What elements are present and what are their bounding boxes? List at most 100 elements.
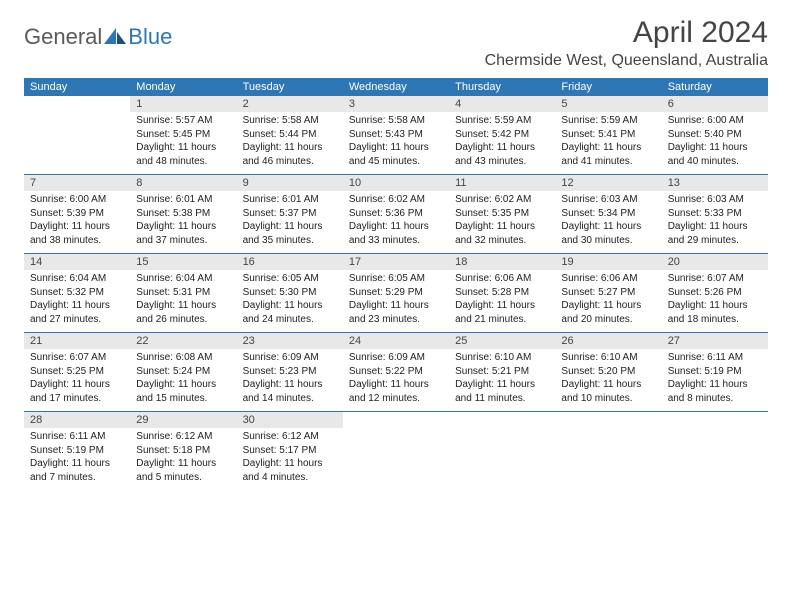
daylight-line: Daylight: 11 hours and 4 minutes. xyxy=(243,457,337,484)
day-number: 30 xyxy=(237,412,343,428)
sunrise-line: Sunrise: 6:10 AM xyxy=(455,351,549,365)
day-number: 13 xyxy=(662,175,768,191)
day-cell xyxy=(555,412,661,491)
dayhead-wednesday: Wednesday xyxy=(343,78,449,96)
day-content: Sunrise: 6:06 AMSunset: 5:28 PMDaylight:… xyxy=(449,270,555,332)
week-row: 14Sunrise: 6:04 AMSunset: 5:32 PMDayligh… xyxy=(24,254,768,333)
week-row: 1Sunrise: 5:57 AMSunset: 5:45 PMDaylight… xyxy=(24,96,768,175)
day-cell: 6Sunrise: 6:00 AMSunset: 5:40 PMDaylight… xyxy=(662,96,768,175)
sunrise-line: Sunrise: 6:02 AM xyxy=(455,193,549,207)
sunrise-line: Sunrise: 6:02 AM xyxy=(349,193,443,207)
logo-text-2: Blue xyxy=(128,24,172,50)
daylight-line: Daylight: 11 hours and 7 minutes. xyxy=(30,457,124,484)
day-cell xyxy=(662,412,768,491)
sunrise-line: Sunrise: 6:04 AM xyxy=(136,272,230,286)
day-cell xyxy=(24,96,130,175)
day-cell: 5Sunrise: 5:59 AMSunset: 5:41 PMDaylight… xyxy=(555,96,661,175)
calendar-page: General Blue April 2024 Chermside West, … xyxy=(0,0,792,506)
day-cell: 21Sunrise: 6:07 AMSunset: 5:25 PMDayligh… xyxy=(24,333,130,412)
day-content: Sunrise: 5:58 AMSunset: 5:43 PMDaylight:… xyxy=(343,112,449,174)
daylight-line: Daylight: 11 hours and 27 minutes. xyxy=(30,299,124,326)
day-number: 4 xyxy=(449,96,555,112)
sunset-line: Sunset: 5:28 PM xyxy=(455,286,549,300)
day-number: 26 xyxy=(555,333,661,349)
day-content: Sunrise: 6:10 AMSunset: 5:21 PMDaylight:… xyxy=(449,349,555,411)
day-cell: 17Sunrise: 6:05 AMSunset: 5:29 PMDayligh… xyxy=(343,254,449,333)
daylight-line: Daylight: 11 hours and 10 minutes. xyxy=(561,378,655,405)
sunset-line: Sunset: 5:26 PM xyxy=(668,286,762,300)
sunset-line: Sunset: 5:19 PM xyxy=(668,365,762,379)
day-cell: 26 Sunrise: 6:10 AMSunset: 5:20 PMDayligh… xyxy=(555,333,661,412)
sunrise-line: Sunrise: 6:03 AM xyxy=(668,193,762,207)
sunset-line: Sunset: 5:39 PM xyxy=(30,207,124,221)
day-cell: 7Sunrise: 6:00 AMSunset: 5:39 PMDaylight… xyxy=(24,175,130,254)
day-content: Sunrise: 6:04 AMSunset: 5:32 PMDaylight:… xyxy=(24,270,130,332)
day-content: Sunrise: 6:01 AMSunset: 5:38 PMDaylight:… xyxy=(130,191,236,253)
calendar-body: 1Sunrise: 5:57 AMSunset: 5:45 PMDaylight… xyxy=(24,96,768,490)
day-content: Sunrise: 6:02 AMSunset: 5:35 PMDaylight:… xyxy=(449,191,555,253)
dayhead-thursday: Thursday xyxy=(449,78,555,96)
sunrise-line: Sunrise: 6:07 AM xyxy=(30,351,124,365)
sunset-line: Sunset: 5:44 PM xyxy=(243,128,337,142)
daylight-line: Daylight: 11 hours and 18 minutes. xyxy=(668,299,762,326)
day-cell: 24Sunrise: 6:09 AMSunset: 5:22 PMDayligh… xyxy=(343,333,449,412)
logo: General Blue xyxy=(24,24,172,50)
day-cell: 9Sunrise: 6:01 AMSunset: 5:37 PMDaylight… xyxy=(237,175,343,254)
day-number: 10 xyxy=(343,175,449,191)
day-number: 11 xyxy=(449,175,555,191)
sunset-line: Sunset: 5:31 PM xyxy=(136,286,230,300)
sunset-line: Sunset: 5:20 PM xyxy=(561,365,655,379)
day-content: Sunrise: 6:08 AMSunset: 5:24 PMDaylight:… xyxy=(130,349,236,411)
day-number: 12 xyxy=(555,175,661,191)
sunset-line: Sunset: 5:42 PM xyxy=(455,128,549,142)
daylight-line: Daylight: 11 hours and 40 minutes. xyxy=(668,141,762,168)
sunrise-line: Sunrise: 6:12 AM xyxy=(243,430,337,444)
day-number: 3 xyxy=(343,96,449,112)
sunrise-line: Sunrise: 6:10 AM xyxy=(561,351,655,365)
daylight-line: Daylight: 11 hours and 46 minutes. xyxy=(243,141,337,168)
day-content: Sunrise: 6:00 AMSunset: 5:40 PMDaylight:… xyxy=(662,112,768,174)
daylight-line: Daylight: 11 hours and 48 minutes. xyxy=(136,141,230,168)
day-number: 8 xyxy=(130,175,236,191)
sunset-line: Sunset: 5:30 PM xyxy=(243,286,337,300)
sunrise-line: Sunrise: 6:05 AM xyxy=(349,272,443,286)
title-block: April 2024 Chermside West, Queensland, A… xyxy=(485,16,768,70)
sunset-line: Sunset: 5:23 PM xyxy=(243,365,337,379)
daylight-line: Daylight: 11 hours and 15 minutes. xyxy=(136,378,230,405)
sunrise-line: Sunrise: 6:04 AM xyxy=(30,272,124,286)
sunset-line: Sunset: 5:38 PM xyxy=(136,207,230,221)
day-cell: 28Sunrise: 6:11 AMSunset: 5:19 PMDayligh… xyxy=(24,412,130,491)
sunset-line: Sunset: 5:32 PM xyxy=(30,286,124,300)
day-content: Sunrise: 6:04 AMSunset: 5:31 PMDaylight:… xyxy=(130,270,236,332)
day-number: 14 xyxy=(24,254,130,270)
day-cell: 23Sunrise: 6:09 AMSunset: 5:23 PMDayligh… xyxy=(237,333,343,412)
day-content: Sunrise: 6:06 AMSunset: 5:27 PMDaylight:… xyxy=(555,270,661,332)
sunset-line: Sunset: 5:29 PM xyxy=(349,286,443,300)
day-content: Sunrise: 6:02 AMSunset: 5:36 PMDaylight:… xyxy=(343,191,449,253)
dayhead-friday: Friday xyxy=(555,78,661,96)
day-number: 27 xyxy=(662,333,768,349)
daylight-line: Daylight: 11 hours and 21 minutes. xyxy=(455,299,549,326)
sunrise-line: Sunrise: 5:58 AM xyxy=(349,114,443,128)
daylight-line: Daylight: 11 hours and 11 minutes. xyxy=(455,378,549,405)
sunrise-line: Sunrise: 6:09 AM xyxy=(349,351,443,365)
daylight-line: Daylight: 11 hours and 26 minutes. xyxy=(136,299,230,326)
sunrise-line: Sunrise: 5:59 AM xyxy=(561,114,655,128)
day-cell: 8Sunrise: 6:01 AMSunset: 5:38 PMDaylight… xyxy=(130,175,236,254)
daylight-line: Daylight: 11 hours and 29 minutes. xyxy=(668,220,762,247)
day-number: 5 xyxy=(555,96,661,112)
month-title: April 2024 xyxy=(485,16,768,50)
day-content: Sunrise: 5:58 AMSunset: 5:44 PMDaylight:… xyxy=(237,112,343,174)
dayhead-sunday: Sunday xyxy=(24,78,130,96)
day-cell xyxy=(343,412,449,491)
header: General Blue April 2024 Chermside West, … xyxy=(24,16,768,70)
day-cell: 16Sunrise: 6:05 AMSunset: 5:30 PMDayligh… xyxy=(237,254,343,333)
sunrise-line: Sunrise: 5:59 AM xyxy=(455,114,549,128)
sunset-line: Sunset: 5:33 PM xyxy=(668,207,762,221)
day-cell: 22Sunrise: 6:08 AMSunset: 5:24 PMDayligh… xyxy=(130,333,236,412)
day-content: Sunrise: 6:03 AMSunset: 5:33 PMDaylight:… xyxy=(662,191,768,253)
day-content: Sunrise: 6:03 AMSunset: 5:34 PMDaylight:… xyxy=(555,191,661,253)
sunrise-line: Sunrise: 6:00 AM xyxy=(668,114,762,128)
day-content: Sunrise: 6:01 AMSunset: 5:37 PMDaylight:… xyxy=(237,191,343,253)
day-cell: 12Sunrise: 6:03 AMSunset: 5:34 PMDayligh… xyxy=(555,175,661,254)
